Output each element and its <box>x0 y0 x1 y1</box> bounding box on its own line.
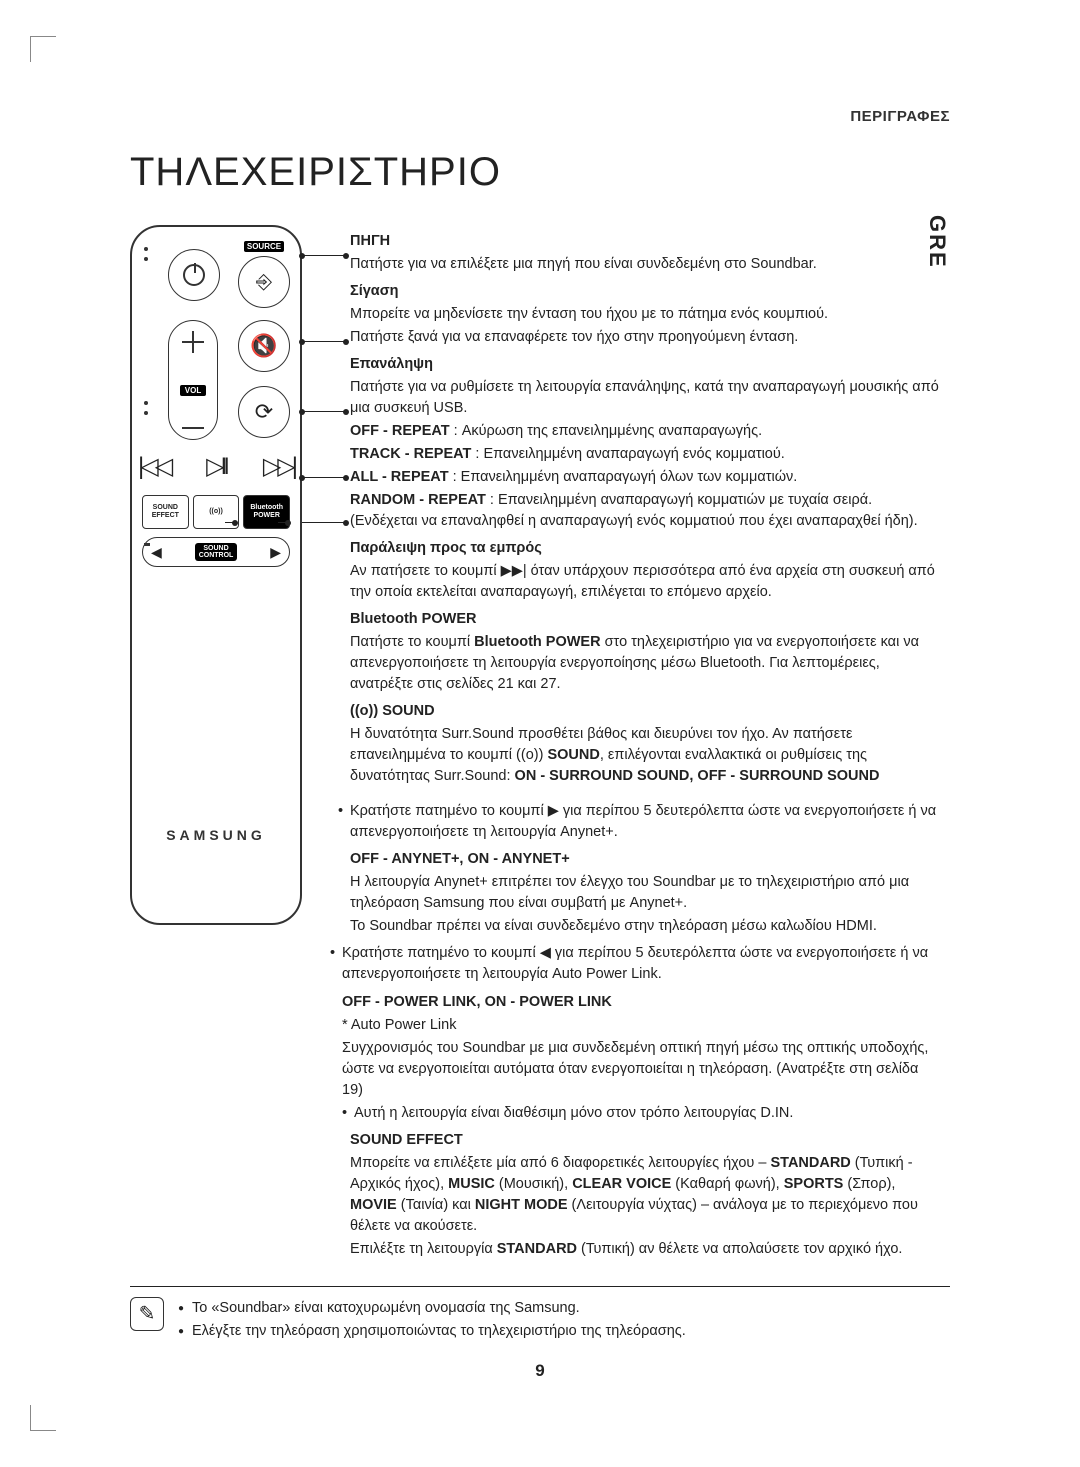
sound-effect-button: SOUND EFFECT <box>142 495 189 529</box>
source-text: Πατήστε για να επιλέξετε μια πηγή που εί… <box>350 254 940 275</box>
section-header: ΠΕΡΙΓΡΑΦΕΣ <box>850 108 950 125</box>
page-title: ΤΗΛΕΧΕΙΡΙΣΤΗΡΙΟ <box>130 150 1010 195</box>
repeat-button: ⟳ <box>238 386 290 438</box>
note-separator <box>130 1286 950 1287</box>
leader-line <box>302 411 346 412</box>
repeat-text: Πατήστε για να ρυθμίσετε τη λειτουργία ε… <box>350 377 940 419</box>
source-label: SOURCE <box>244 241 284 252</box>
right-arrow-icon: ▶ <box>270 544 281 561</box>
leader-line <box>225 522 235 523</box>
btpower-text: Πατήστε το κουμπί Bluetooth POWER στο τη… <box>350 632 940 695</box>
anynet-text: Η λειτουργία Anynet+ επιτρέπει τον έλεγχ… <box>350 872 940 914</box>
soundeffect-heading: SOUND EFFECT <box>350 1130 940 1151</box>
leader-line <box>302 522 346 523</box>
transport-row: |◁◁ ▷II ▷▷| <box>138 452 294 481</box>
surround-text: Η δυνατότητα Surr.Sound προσθέτει βάθος … <box>350 724 940 787</box>
left-arrow-icon: ◀ <box>151 544 162 561</box>
remote-illustration: SOURCE ⎆ VOL 🔇 ⟳ <box>130 225 330 1266</box>
powerlink-heading: OFF - POWER LINK, ON - POWER LINK <box>330 992 940 1013</box>
note-icon: ✎ <box>130 1297 164 1331</box>
note-block: ✎ Το «Soundbar» είναι κατοχυρωμένη ονομα… <box>130 1297 1010 1343</box>
leader-line <box>278 522 288 523</box>
skip-heading: Παράλειψη προς τα εμπρός <box>350 538 940 559</box>
repeat-track: TRACK - REPEAT : Επανειλημμένη αναπαραγω… <box>350 444 940 465</box>
powerlink-text: * Auto Power Link <box>330 1015 940 1036</box>
page: ΠΕΡΙΓΡΑΦΕΣ GRE ΤΗΛΕΧΕΙΡΙΣΤΗΡΙΟ SOURCE ⎆ <box>70 0 1010 1467</box>
repeat-random: RANDOM - REPEAT : Επανειλημμένη αναπαραγ… <box>350 490 940 532</box>
source-heading: ΠΗΓΗ <box>350 231 940 252</box>
anynet-intro: Κρατήστε πατημένο το κουμπί ▶ για περίπο… <box>338 801 940 843</box>
play-pause-icon: ▷II <box>206 452 226 481</box>
btpower-heading: Bluetooth POWER <box>350 609 940 630</box>
repeat-off: OFF - REPEAT : Ακύρωση της επανειλημμένη… <box>350 421 940 442</box>
source-button: ⎆ <box>238 256 290 308</box>
next-icon: ▷▷| <box>263 452 294 481</box>
note-item: Το «Soundbar» είναι κατοχυρωμένη ονομασί… <box>178 1297 686 1320</box>
powerlink-text: Συγχρονισμός του Soundbar με μια συνδεδε… <box>330 1038 940 1101</box>
mute-heading: Σίγαση <box>350 281 940 302</box>
skip-text: Αν πατήσετε το κουμπί ▶▶| όταν υπάρχουν … <box>350 561 940 603</box>
leader-line <box>302 477 346 478</box>
vol-label: VOL <box>180 385 206 396</box>
repeat-all: ALL - REPEAT : Επανειλημμένη αναπαραγωγή… <box>350 467 940 488</box>
page-number: 9 <box>70 1361 1010 1381</box>
powerlink-note: Αυτή η λειτουργία είναι διαθέσιμη μόνο σ… <box>342 1103 940 1124</box>
language-tab: GRE <box>924 215 950 269</box>
crop-mark-top-left <box>30 36 56 62</box>
sound-control-label: SOUND CONTROL <box>195 543 238 561</box>
anynet-heading: OFF - ANYNET+, ON - ANYNET+ <box>350 849 940 870</box>
power-button <box>168 249 220 301</box>
sound-control-bar: ◀ SOUND CONTROL ▶ <box>142 537 290 567</box>
descriptions: ΠΗΓΗ Πατήστε για να επιλέξετε μια πηγή π… <box>350 225 1010 1266</box>
mute-text: Μπορείτε να μηδενίσετε την ένταση του ήχ… <box>350 304 940 325</box>
soundeffect-text: Μπορείτε να επιλέξετε μία από 6 διαφορετ… <box>350 1153 940 1237</box>
note-item: Ελέγξτε την τηλεόραση χρησιμοποιώντας το… <box>178 1320 686 1343</box>
leader-line <box>302 255 346 256</box>
volume-rocker: VOL <box>168 320 218 440</box>
mute-button: 🔇 <box>238 320 290 372</box>
leader-line <box>302 341 346 342</box>
mute-text: Πατήστε ξανά για να επαναφέρετε τον ήχο … <box>350 327 940 348</box>
powerlink-intro: Κρατήστε πατημένο το κουμπί ◀ για περίπο… <box>330 943 940 985</box>
surround-heading: ((o)) SOUND <box>350 701 940 722</box>
crop-mark-bottom-left <box>30 1405 56 1431</box>
bluetooth-power-button: Bluetooth POWER <box>243 495 290 529</box>
prev-icon: |◁◁ <box>138 452 169 481</box>
soundeffect-text2: Επιλέξτε τη λειτουργία STANDARD (Τυπική)… <box>350 1239 940 1260</box>
anynet-text: Το Soundbar πρέπει να είναι συνδεδεμένο … <box>350 916 940 937</box>
repeat-heading: Επανάληψη <box>350 354 940 375</box>
brand-label: SAMSUNG <box>142 827 290 843</box>
